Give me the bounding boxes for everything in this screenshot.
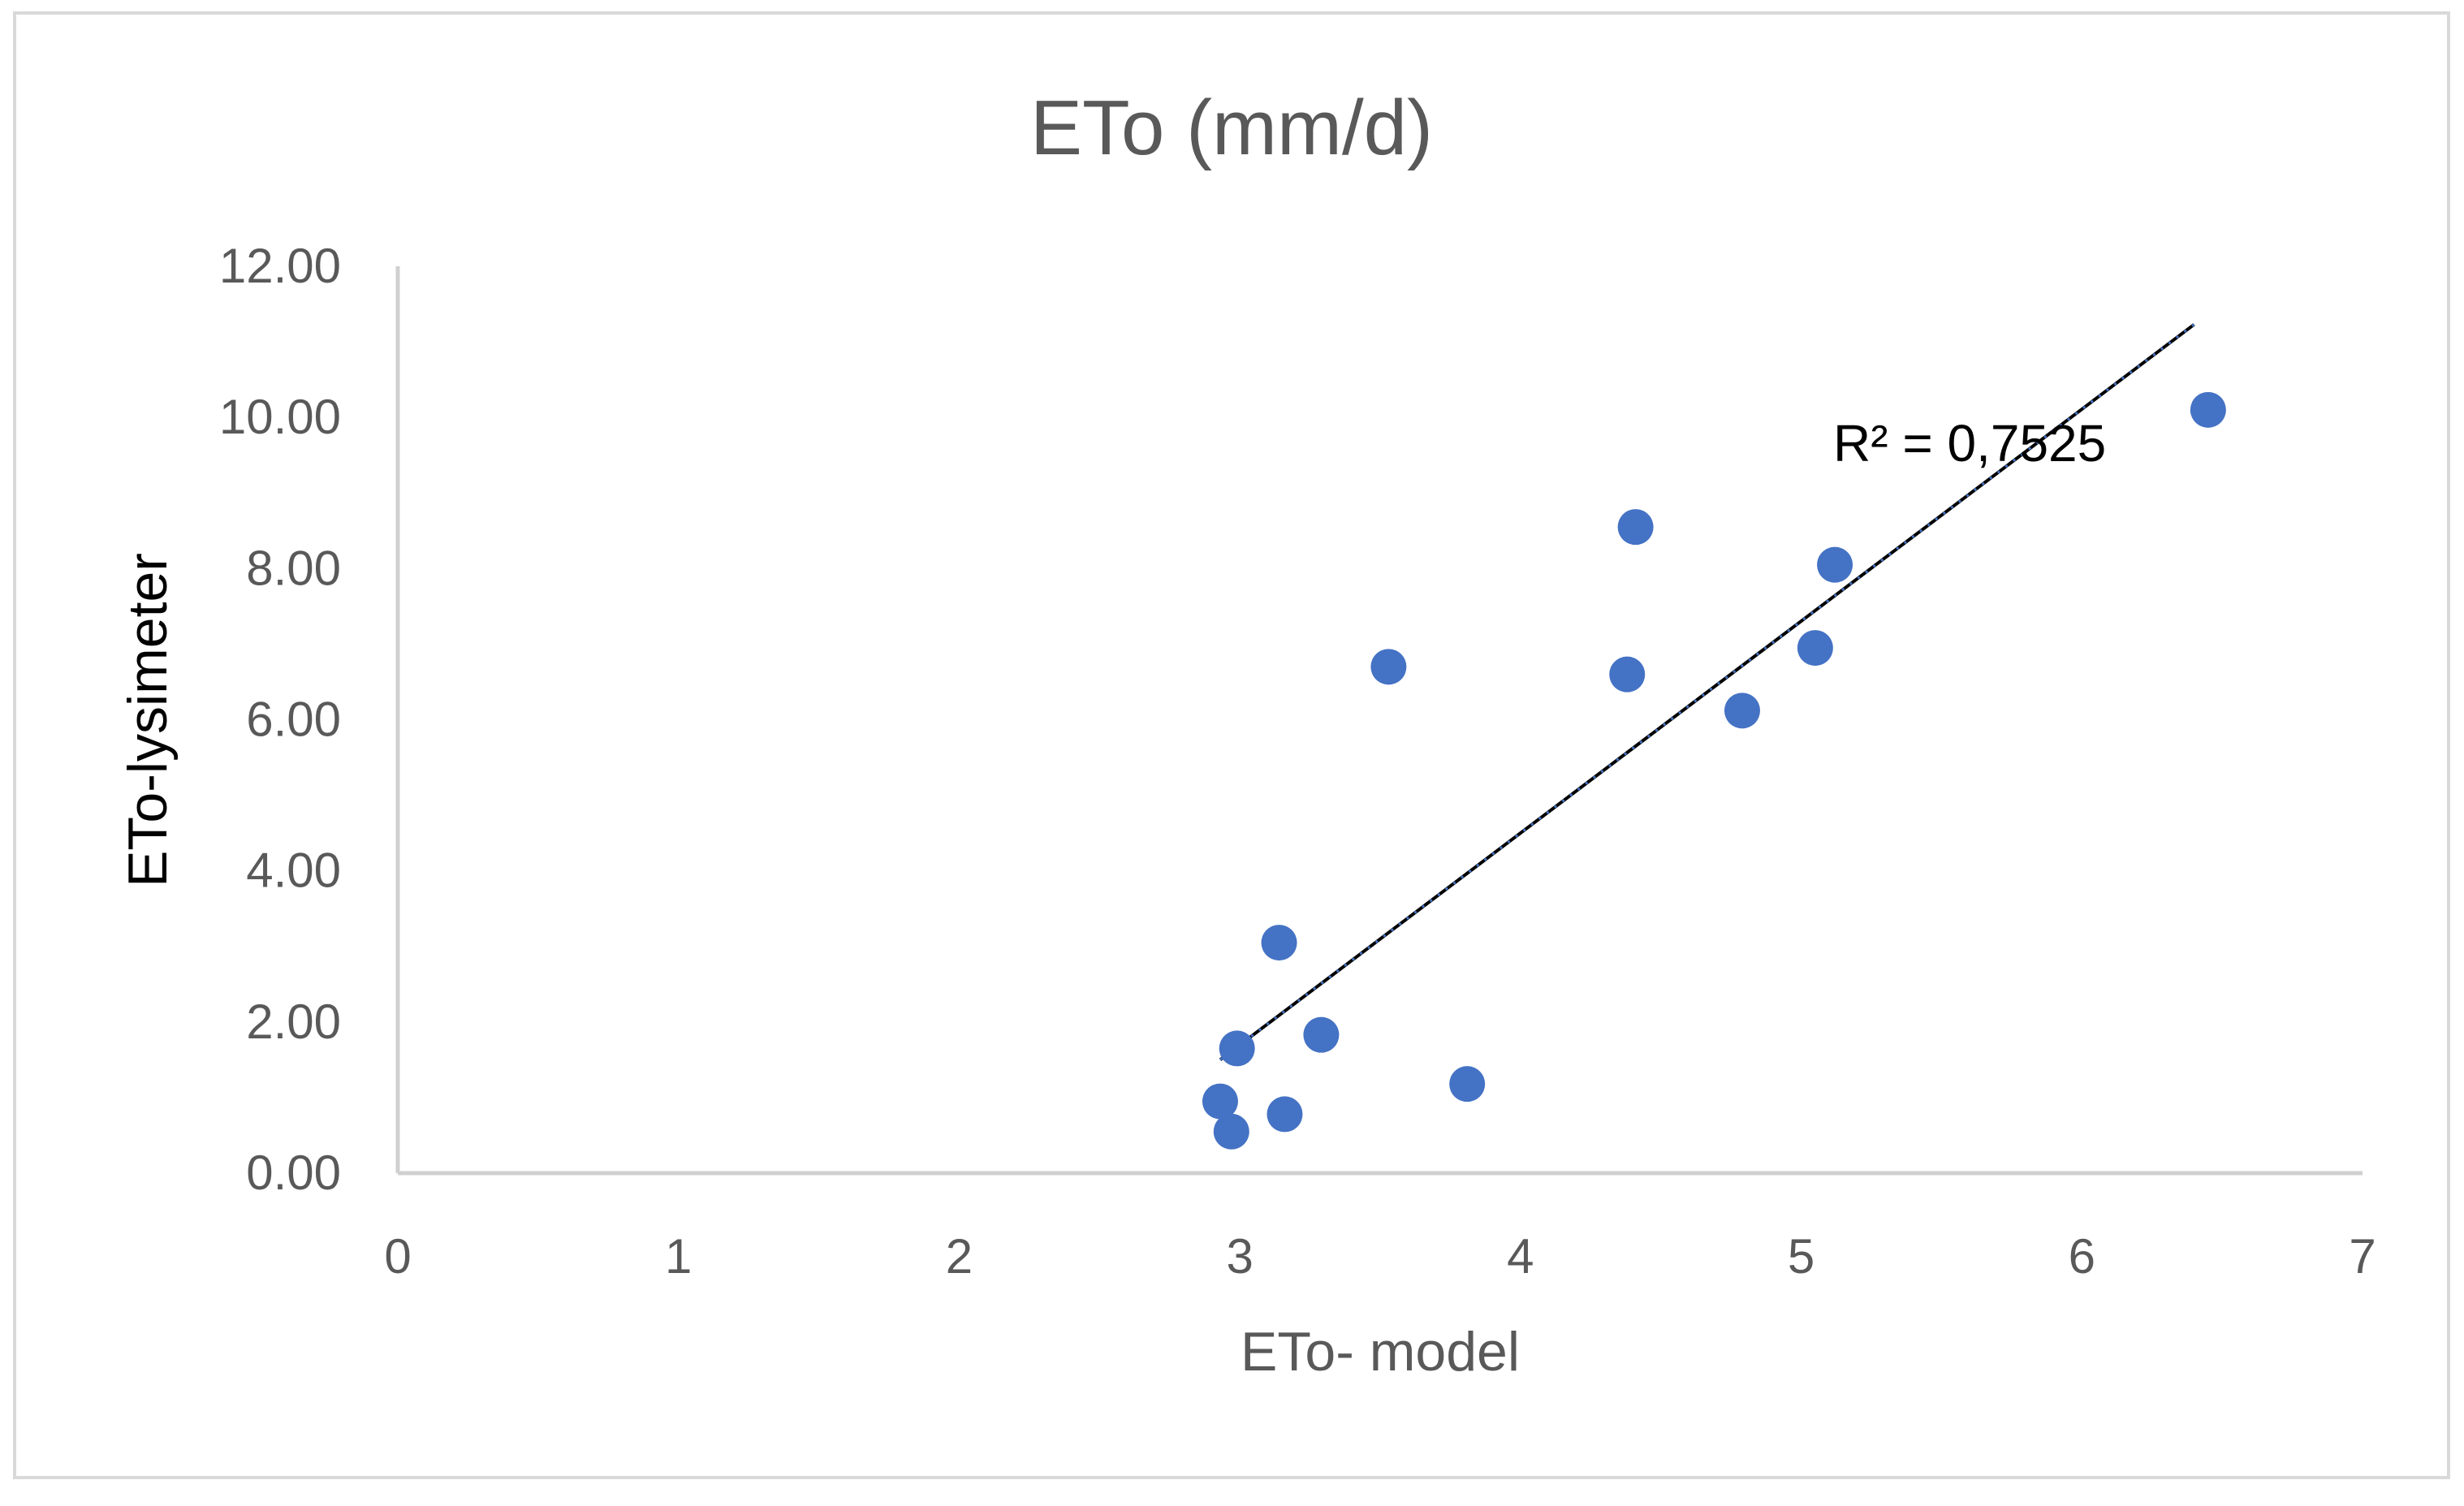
data-points — [1202, 391, 2226, 1150]
x-tick-label: 1 — [665, 1229, 692, 1284]
x-tick-label: 4 — [1507, 1229, 1534, 1284]
data-point — [1261, 925, 1297, 961]
x-tick-labels: 0 1 2 3 4 5 6 7 — [384, 1229, 2376, 1284]
data-point — [1370, 649, 1407, 685]
chart-title: ETo (mm/d) — [1030, 84, 1433, 171]
data-point — [1449, 1066, 1486, 1103]
y-tick-label: 12.00 — [219, 239, 341, 293]
r-squared-label: R² = 0,7525 — [1833, 414, 2106, 473]
chart-frame — [13, 11, 2450, 1479]
y-tick-label: 2.00 — [246, 995, 341, 1049]
data-point — [1609, 656, 1646, 693]
y-tick-label: 8.00 — [246, 541, 341, 595]
x-tick-label: 6 — [2069, 1229, 2095, 1284]
x-tick-label: 3 — [1226, 1229, 1253, 1284]
data-point — [2190, 391, 2226, 428]
data-point — [1303, 1016, 1340, 1053]
data-point — [1267, 1096, 1303, 1133]
data-point — [1724, 693, 1760, 729]
trendline — [1219, 323, 2195, 1061]
trendline-line — [1219, 323, 2195, 1061]
y-tick-label: 10.00 — [219, 390, 341, 444]
y-tick-label: 6.00 — [246, 693, 341, 747]
x-tick-label: 0 — [384, 1229, 411, 1284]
data-point — [1797, 630, 1833, 667]
x-tick-label: 2 — [946, 1229, 973, 1284]
data-point — [1202, 1083, 1238, 1120]
x-tick-label: 5 — [1788, 1229, 1815, 1284]
x-tick-label: 7 — [2349, 1229, 2376, 1284]
y-tick-label: 0.00 — [246, 1146, 341, 1200]
data-point — [1213, 1113, 1249, 1150]
data-point — [1617, 509, 1654, 546]
x-axis-label: ETo- model — [1241, 1321, 1520, 1383]
y-tick-labels: 0.00 2.00 4.00 6.00 8.00 10.00 12.00 — [219, 239, 341, 1200]
y-tick-label: 4.00 — [246, 844, 341, 898]
y-axis-label: ETo-lysimeter — [117, 553, 179, 887]
data-point — [1817, 546, 1853, 583]
data-point — [1219, 1030, 1255, 1067]
